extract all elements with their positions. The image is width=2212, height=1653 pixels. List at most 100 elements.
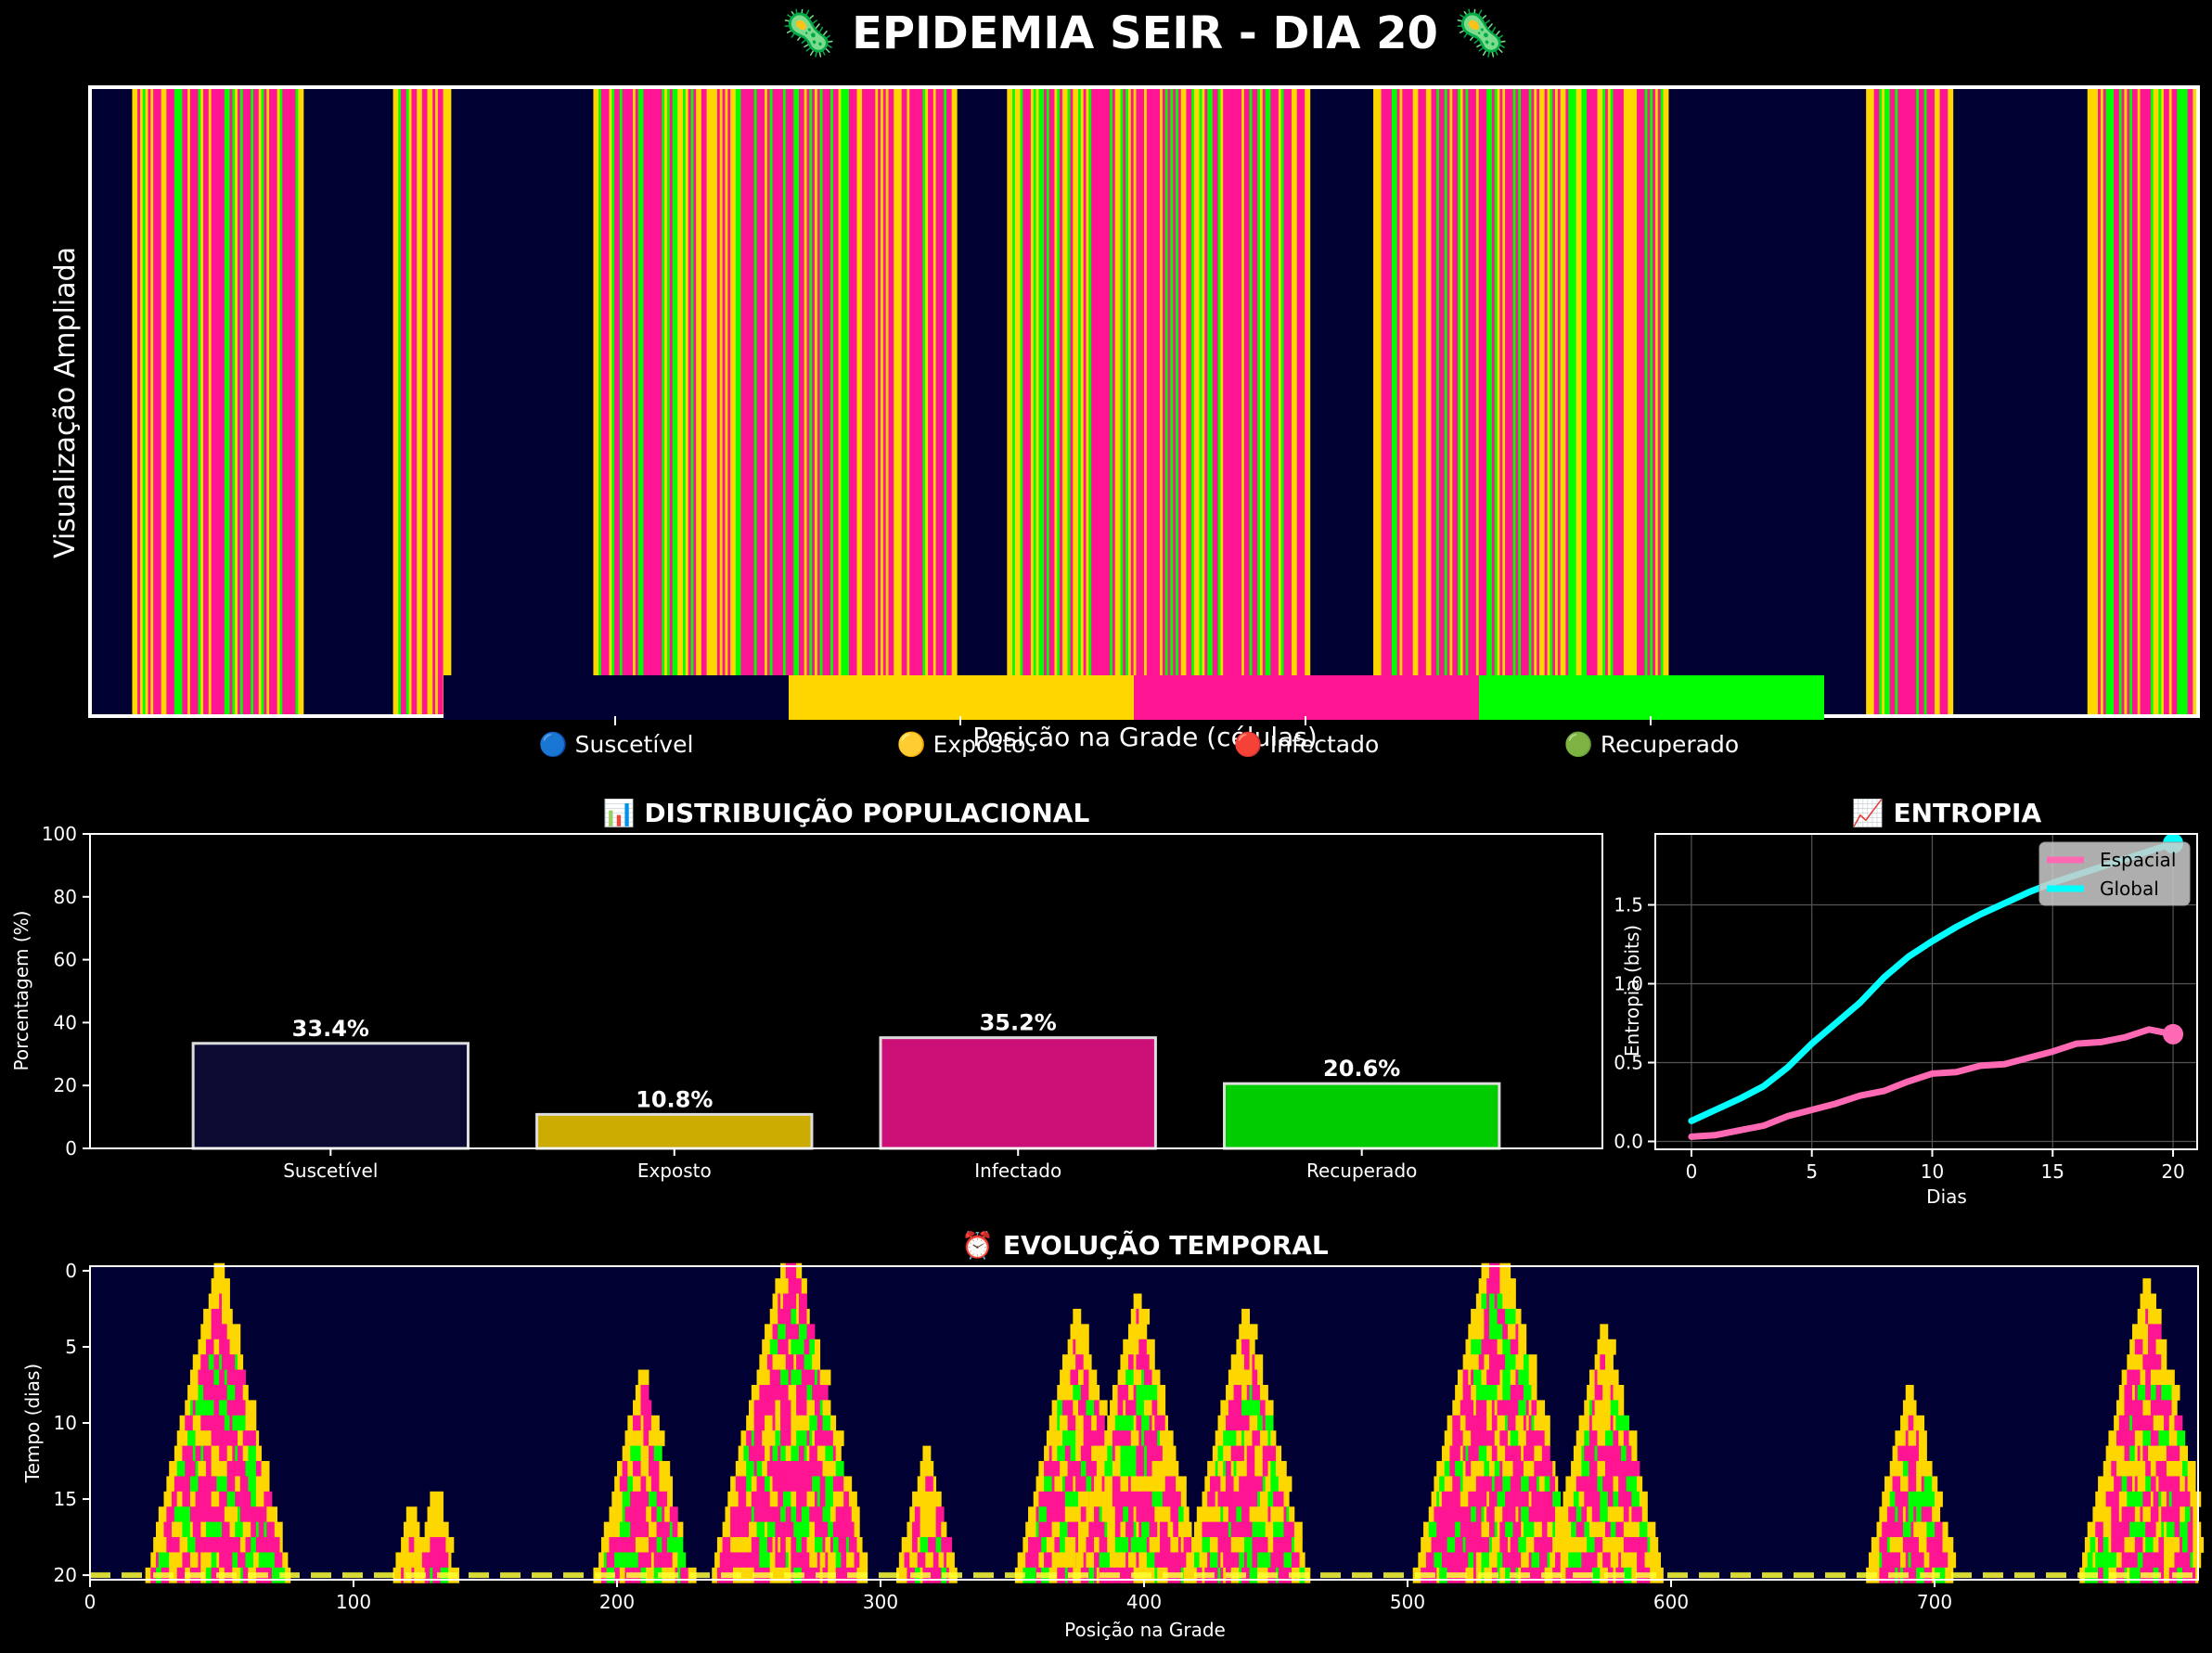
temporal-cell xyxy=(1060,1461,1066,1477)
temporal-cell xyxy=(1892,1461,1896,1477)
grid-cell-run xyxy=(2193,87,2199,716)
temporal-cell xyxy=(2142,1506,2152,1523)
temporal-cell xyxy=(1600,1415,1603,1431)
temporal-cell xyxy=(192,1354,201,1370)
temporal-cell xyxy=(2129,1521,2139,1538)
temporal-cell xyxy=(1584,1491,1588,1507)
temporal-cell xyxy=(1552,1491,1562,1507)
temporal-cell xyxy=(192,1430,196,1447)
temporal-cell xyxy=(1265,1521,1274,1538)
temporal-cell xyxy=(796,1537,803,1553)
temporal-cell xyxy=(1217,1537,1221,1553)
temporal-cell xyxy=(848,1491,857,1507)
temporal-cell xyxy=(2137,1400,2141,1416)
temporal-cell xyxy=(1528,1521,1535,1538)
temporal-cell xyxy=(211,1567,220,1583)
temporal-cell xyxy=(1025,1552,1035,1569)
temporal-cell xyxy=(176,1567,186,1583)
temporal-cell xyxy=(435,1521,442,1538)
temporal-cell xyxy=(1283,1521,1287,1538)
temporal-cell xyxy=(1186,1506,1190,1523)
temporal-cell xyxy=(791,1262,797,1279)
temporal-cell xyxy=(1923,1476,1927,1493)
temporal-cell xyxy=(182,1521,191,1538)
grid-cell-run xyxy=(1497,87,1500,716)
temporal-cell xyxy=(1226,1476,1234,1493)
grid-cell-run xyxy=(922,87,926,716)
temporal-cell xyxy=(1584,1445,1590,1462)
grid-cell-run xyxy=(1654,87,1659,716)
temporal-cell xyxy=(1588,1400,1593,1416)
grid-cell-run xyxy=(417,87,423,716)
temporal-cell xyxy=(725,1506,731,1523)
temporal-cell xyxy=(746,1461,755,1477)
temporal-cell xyxy=(769,1567,778,1583)
temporal-cell xyxy=(1510,1552,1513,1569)
temporal-cell xyxy=(1631,1567,1638,1583)
grid-cell-run xyxy=(735,87,741,716)
temporal-cell xyxy=(1475,1445,1480,1462)
temporal-cell xyxy=(2180,1521,2189,1538)
temporal-cell xyxy=(1418,1552,1427,1569)
temporal-cell xyxy=(219,1339,223,1355)
temporal-cell xyxy=(1539,1415,1543,1431)
temporal-cell xyxy=(208,1354,214,1370)
temporal-cell xyxy=(1465,1415,1469,1431)
temporal-cell xyxy=(1499,1262,1506,1279)
temporal-cell xyxy=(1130,1537,1139,1553)
grid-cell-run xyxy=(1265,87,1271,716)
temporal-cell xyxy=(1149,1415,1152,1431)
temporal-cell xyxy=(624,1521,631,1538)
temporal-cell xyxy=(232,1461,236,1477)
temporal-cell xyxy=(1913,1506,1917,1523)
temporal-cell xyxy=(1246,1491,1255,1507)
temporal-cell xyxy=(1489,1278,1496,1294)
temporal-cell xyxy=(1916,1445,1920,1462)
temporal-cell xyxy=(835,1552,842,1569)
temporal-cell xyxy=(276,1521,283,1538)
temporal-cell xyxy=(2124,1445,2130,1462)
grid-cell-run xyxy=(279,87,283,716)
temporal-cell xyxy=(1462,1461,1466,1477)
temporal-cell xyxy=(1204,1537,1211,1553)
temporal-cell xyxy=(166,1476,170,1493)
temporal-cell xyxy=(1484,1491,1487,1507)
temporal-cell xyxy=(2166,1476,2175,1493)
temporal-cell xyxy=(1457,1506,1464,1523)
temporal-cell xyxy=(2127,1369,2133,1386)
temporal-cell xyxy=(1547,1537,1553,1553)
grid-cell-run xyxy=(696,87,702,716)
grid-cell-run xyxy=(1176,87,1179,716)
temporal-cell xyxy=(606,1552,615,1569)
temporal-cell xyxy=(153,1537,160,1553)
grid-cell-run xyxy=(1637,87,1645,716)
grid-cell-run xyxy=(1396,87,1400,716)
temporal-cell xyxy=(1123,1506,1129,1523)
temporal-cell xyxy=(2121,1521,2130,1538)
temporal-cell xyxy=(2137,1521,2141,1538)
grid-cell-run xyxy=(1199,87,1202,716)
temporal-cell xyxy=(815,1400,818,1416)
temporal-cell xyxy=(1918,1521,1927,1538)
temporal-cell xyxy=(1246,1445,1253,1462)
grid-cell-run xyxy=(769,87,773,716)
temporal-cell xyxy=(1254,1400,1261,1416)
temporal-cell xyxy=(1270,1445,1277,1462)
temporal-cell xyxy=(1605,1445,1609,1462)
temporal-cell xyxy=(622,1461,628,1477)
temporal-cell xyxy=(614,1552,624,1569)
temporal-cell xyxy=(1521,1552,1530,1569)
temporal-cell xyxy=(1252,1354,1255,1370)
temporal-cell xyxy=(1518,1324,1527,1340)
temporal-cell xyxy=(817,1430,821,1447)
temporal-cell xyxy=(211,1384,217,1401)
temporal-cell xyxy=(2150,1552,2159,1569)
temporal-cell xyxy=(1217,1491,1227,1507)
temporal-cell xyxy=(1236,1445,1245,1462)
temporal-cell xyxy=(2177,1430,2186,1447)
grid-cell-run xyxy=(1083,87,1087,716)
temporal-cell xyxy=(192,1445,196,1462)
grid-cell-run xyxy=(766,87,771,716)
temporal-cell xyxy=(1918,1537,1927,1553)
temporal-cell xyxy=(1610,1552,1616,1569)
